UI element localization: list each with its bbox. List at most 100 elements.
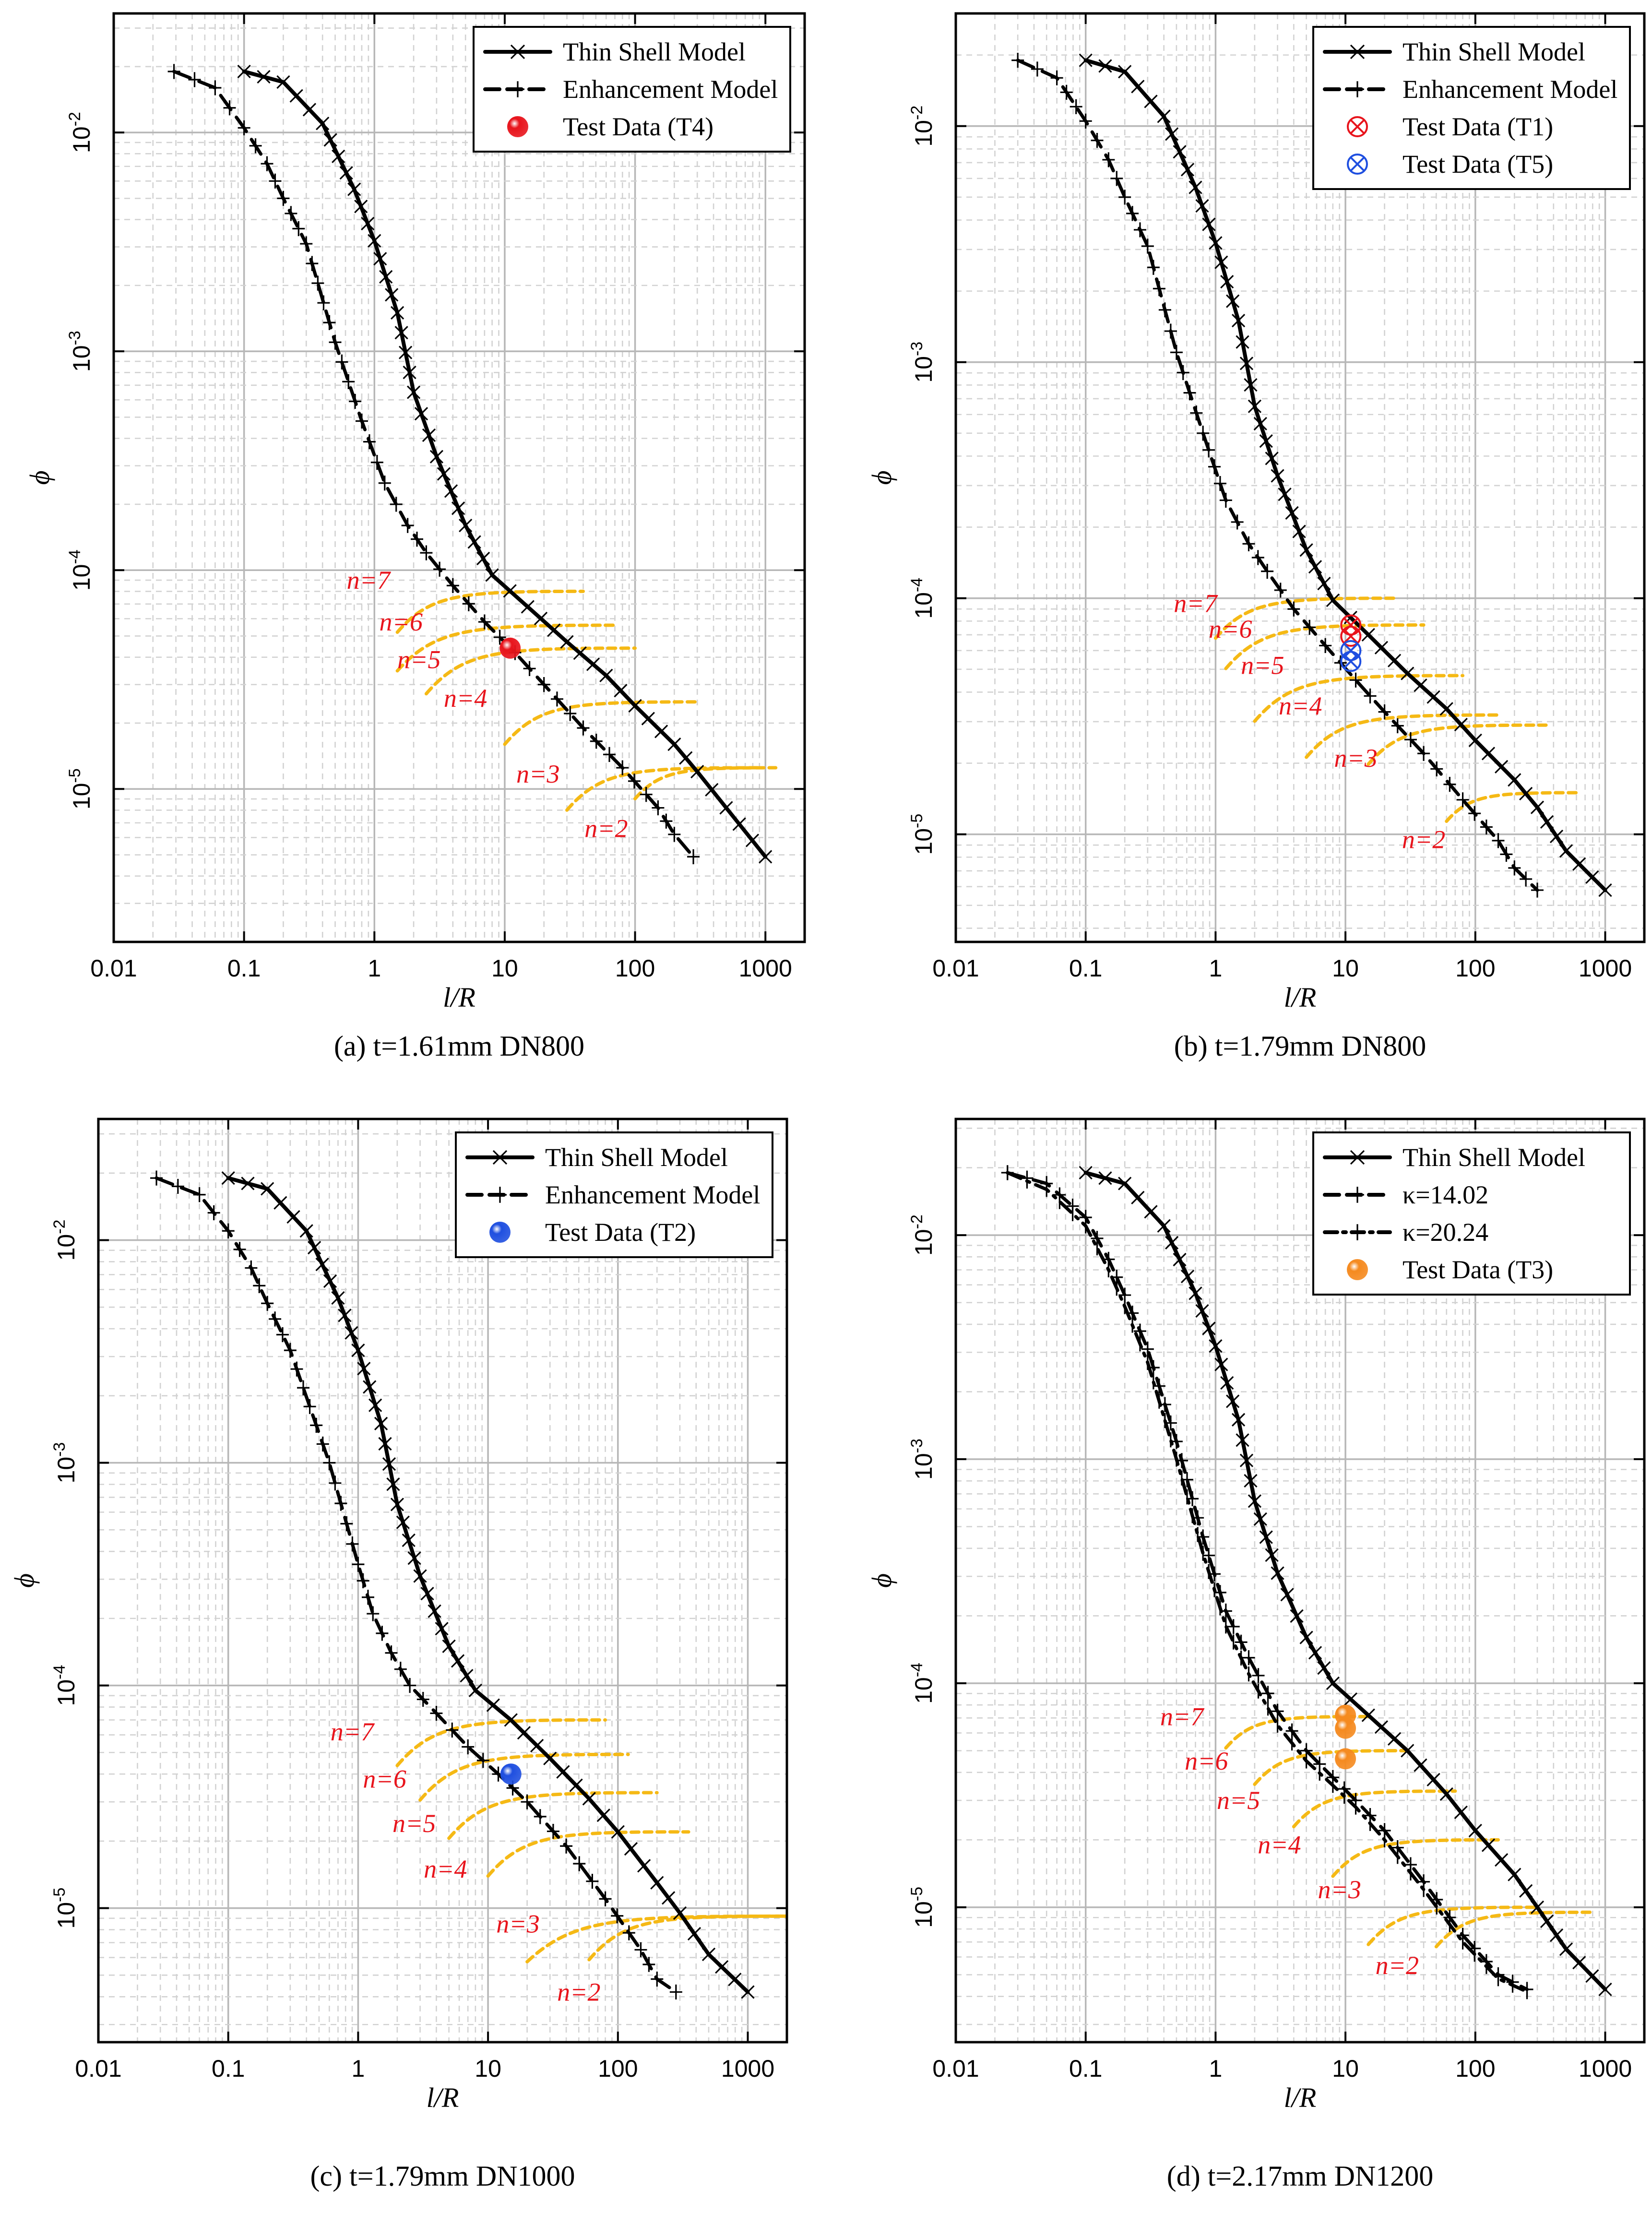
data-marker (534, 611, 548, 626)
legend-label: Test Data (T2) (545, 1218, 696, 1247)
legend-ball-icon (507, 116, 528, 137)
data-marker (221, 1171, 235, 1185)
mode-label-n5: n=5 (397, 645, 440, 674)
data-marker (1374, 1720, 1389, 1734)
data-marker (1481, 1838, 1496, 1852)
data-marker (599, 668, 613, 682)
y-tick-base: 10 (910, 592, 937, 619)
mode-curve-n4 (1331, 1838, 1500, 1878)
data-marker (582, 1792, 596, 1806)
data-marker (1231, 1413, 1246, 1427)
x-tick-label: 0.01 (90, 955, 137, 982)
data-marker (385, 1645, 398, 1661)
mode-curve-n6 (1253, 1749, 1409, 1786)
data-marker (340, 1516, 353, 1532)
data-marker (640, 787, 653, 802)
data-marker (732, 817, 746, 831)
data-marker (573, 1856, 586, 1871)
series-markers-1 (237, 64, 773, 864)
mode-curve-n2 (587, 1914, 787, 1962)
data-marker (614, 684, 628, 698)
data-marker (429, 450, 444, 464)
y-tick-exponent: -4 (66, 549, 84, 564)
chart-panel-2: 0.01 0.1 1 10 100 100010-510-410-310-2l/Rϕn=7… (866, 12, 1646, 1062)
data-marker (368, 234, 381, 248)
data-marker (428, 1604, 441, 1618)
data-marker (1280, 1588, 1294, 1602)
test-point-T3 (1335, 1717, 1356, 1739)
data-marker (1426, 690, 1440, 704)
y-tick-exponent: -4 (50, 1665, 69, 1679)
y-tick-exponent: -5 (66, 768, 84, 783)
x-tick-label: 100 (615, 955, 655, 982)
data-marker (1147, 260, 1160, 275)
data-marker (468, 1683, 483, 1698)
legend-ball-icon (1347, 1259, 1368, 1280)
data-marker (550, 691, 563, 707)
data-marker (1144, 1205, 1158, 1219)
data-marker (329, 334, 342, 350)
series-line-1 (226, 1176, 750, 1994)
data-marker (1500, 846, 1513, 862)
series-markers-2 (167, 64, 700, 865)
series-line-2 (172, 70, 695, 858)
data-marker (1480, 819, 1493, 835)
data-marker (1414, 678, 1427, 692)
mode-label-n5: n=5 (1217, 1786, 1260, 1815)
y-tick-exponent: -2 (50, 1220, 69, 1234)
data-marker (1456, 792, 1469, 808)
data-marker (1317, 1661, 1331, 1675)
data-marker (253, 1278, 266, 1293)
data-marker (1157, 1219, 1171, 1233)
data-marker (1133, 222, 1146, 238)
data-marker (1079, 113, 1092, 129)
data-marker (577, 720, 590, 736)
data-marker (1188, 180, 1202, 194)
mode-label-n3: n=3 (1334, 744, 1377, 773)
data-marker (1303, 619, 1316, 635)
data-marker (503, 584, 517, 598)
y-tick-exponent: -5 (908, 1887, 926, 1901)
legend-label: κ=14.02 (1402, 1180, 1488, 1209)
data-marker (1378, 704, 1391, 720)
data-marker (261, 1296, 274, 1311)
data-marker (370, 455, 383, 470)
data-marker (560, 635, 574, 649)
y-tick-label: 10-3 (908, 1439, 937, 1480)
legend-entry: Test Data (T3) (1347, 1255, 1553, 1284)
data-marker (1549, 1928, 1564, 1942)
plot-area (167, 64, 778, 865)
data-marker (329, 1475, 342, 1491)
legend-label: Enhancement Model (1402, 75, 1617, 104)
plot-frame (97, 1118, 788, 2044)
mode-curve-n3 (1367, 723, 1548, 766)
mode-curve-n3 (1367, 1905, 1539, 1946)
data-marker (1361, 1708, 1375, 1722)
x-axis-title: l/R (1284, 2082, 1317, 2113)
panel-caption: (b) t=1.79mm DN800 (1174, 1030, 1426, 1062)
data-marker (603, 747, 616, 762)
data-marker (368, 1398, 382, 1412)
legend-label: Test Data (T4) (563, 112, 713, 141)
mode-curve-n2 (1434, 1910, 1594, 1949)
data-marker (611, 1908, 624, 1924)
data-marker (1278, 488, 1292, 501)
legend-entry: Enhancement Model (483, 75, 778, 104)
data-marker (1091, 133, 1104, 148)
data-marker (1251, 550, 1264, 565)
legend-label: Test Data (T5) (1402, 150, 1553, 178)
test-point-cross (1343, 618, 1358, 632)
data-marker (1173, 145, 1187, 159)
data-marker (1519, 786, 1533, 801)
data-marker (1326, 593, 1340, 607)
data-marker (1343, 1692, 1357, 1706)
data-marker (307, 1241, 321, 1255)
data-marker (628, 699, 642, 713)
data-marker (569, 1778, 583, 1792)
data-marker (276, 75, 290, 89)
x-tick-label: 1000 (1579, 2055, 1632, 2082)
series-markers-2 (150, 1170, 682, 2000)
data-marker (1202, 442, 1215, 458)
data-marker (1519, 1884, 1533, 1898)
data-marker (1364, 688, 1377, 704)
